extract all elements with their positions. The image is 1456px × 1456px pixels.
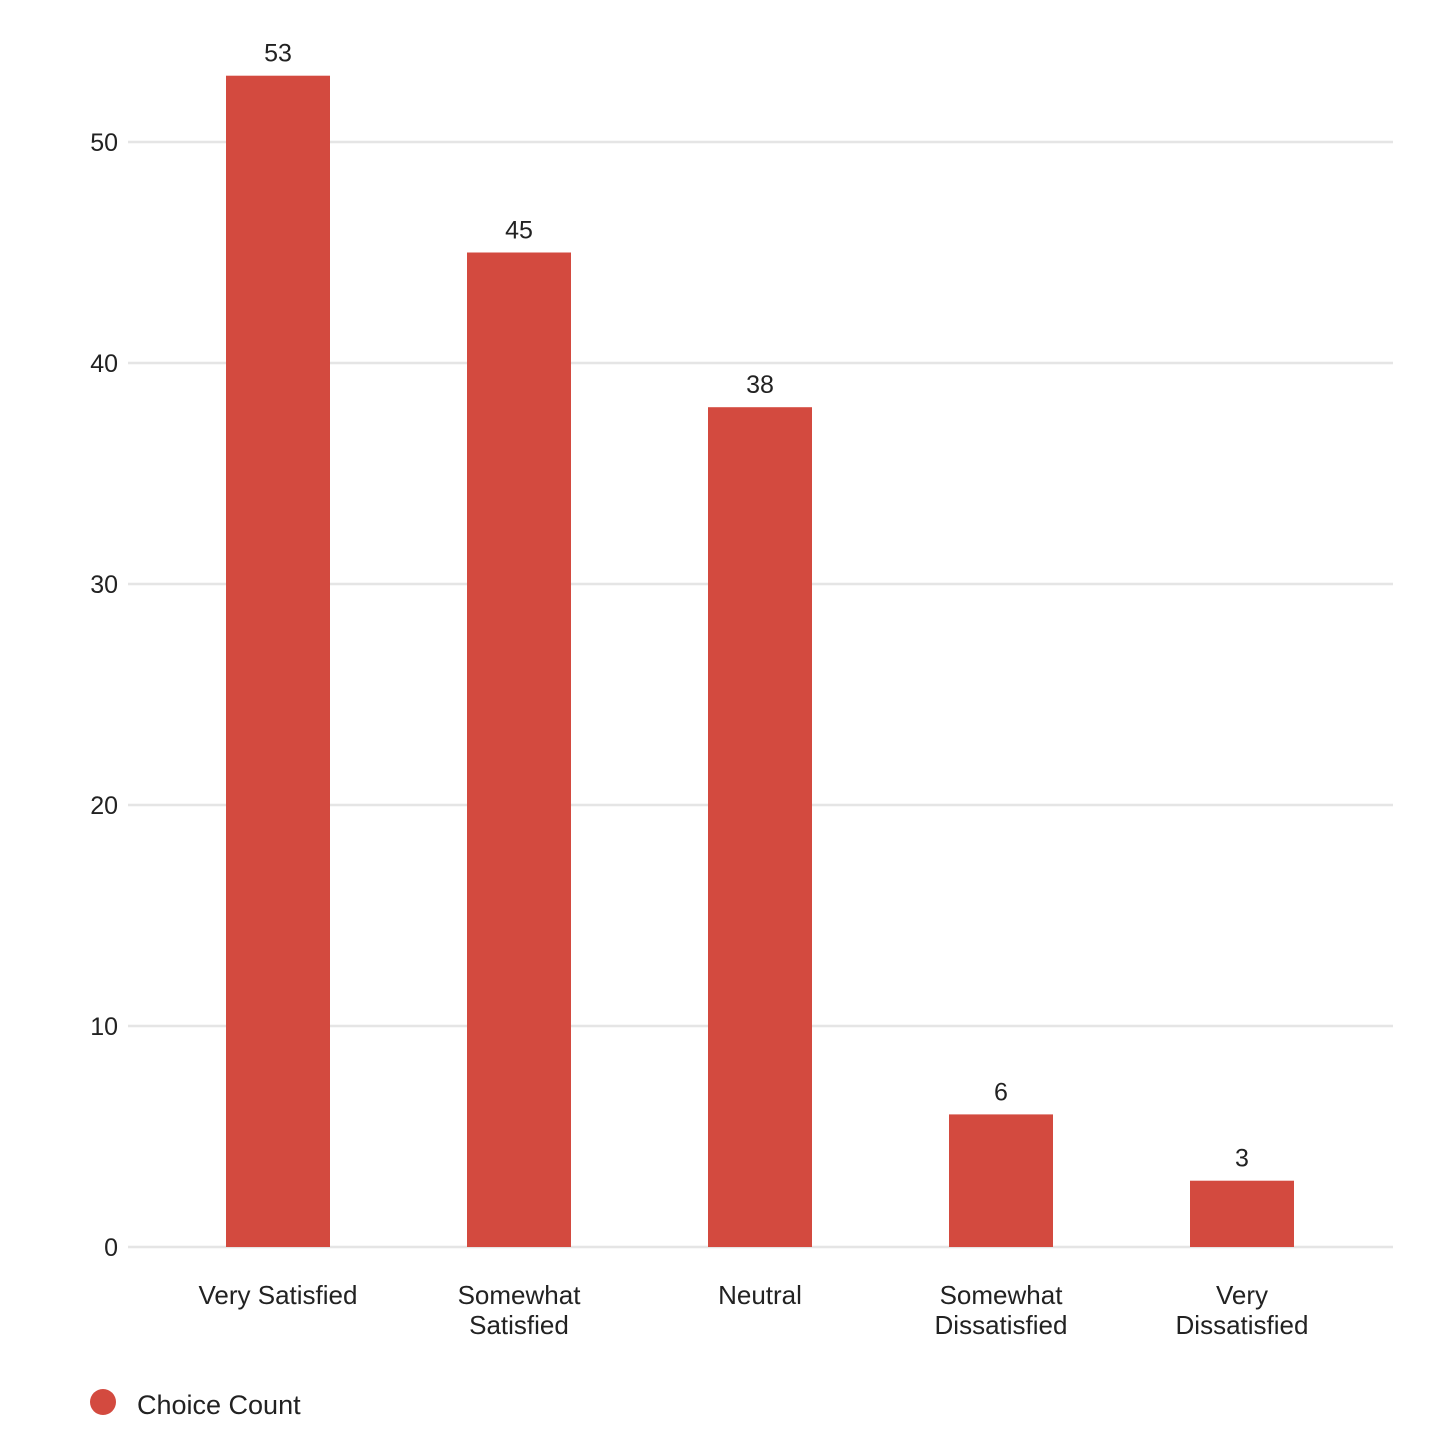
y-tick-label: 0 <box>104 1234 118 1262</box>
data-label: 45 <box>505 217 533 245</box>
y-axis-ticks: 0 10 20 30 40 50 <box>90 129 118 1262</box>
x-tick-label: Satisfied <box>469 1310 569 1340</box>
x-tick-label: Dissatisfied <box>935 1310 1068 1340</box>
legend-marker <box>90 1389 116 1415</box>
x-tick-label: Dissatisfied <box>1176 1310 1309 1340</box>
data-labels: 53 45 38 6 3 <box>264 40 1249 1173</box>
y-tick-label: 30 <box>90 571 118 599</box>
bar <box>949 1114 1053 1247</box>
y-tick-label: 20 <box>90 792 118 820</box>
y-tick-label: 50 <box>90 129 118 157</box>
legend: Choice Count <box>90 1389 301 1420</box>
data-label: 38 <box>746 371 774 399</box>
data-label: 3 <box>1235 1145 1249 1173</box>
data-label: 6 <box>994 1078 1008 1106</box>
x-tick-label: Very Satisfied <box>199 1280 358 1310</box>
bar <box>467 252 571 1247</box>
y-tick-label: 10 <box>90 1013 118 1041</box>
x-tick-label: Somewhat <box>940 1280 1064 1310</box>
x-tick-label: Very <box>1216 1280 1268 1310</box>
data-label: 53 <box>264 40 292 68</box>
bar <box>226 75 330 1248</box>
bar <box>708 407 812 1247</box>
y-tick-label: 40 <box>90 350 118 378</box>
x-tick-label: Somewhat <box>458 1280 582 1310</box>
bars <box>226 75 1294 1248</box>
legend-label: Choice Count <box>137 1390 301 1420</box>
bar <box>1190 1180 1294 1247</box>
x-tick-label: Neutral <box>718 1280 802 1310</box>
